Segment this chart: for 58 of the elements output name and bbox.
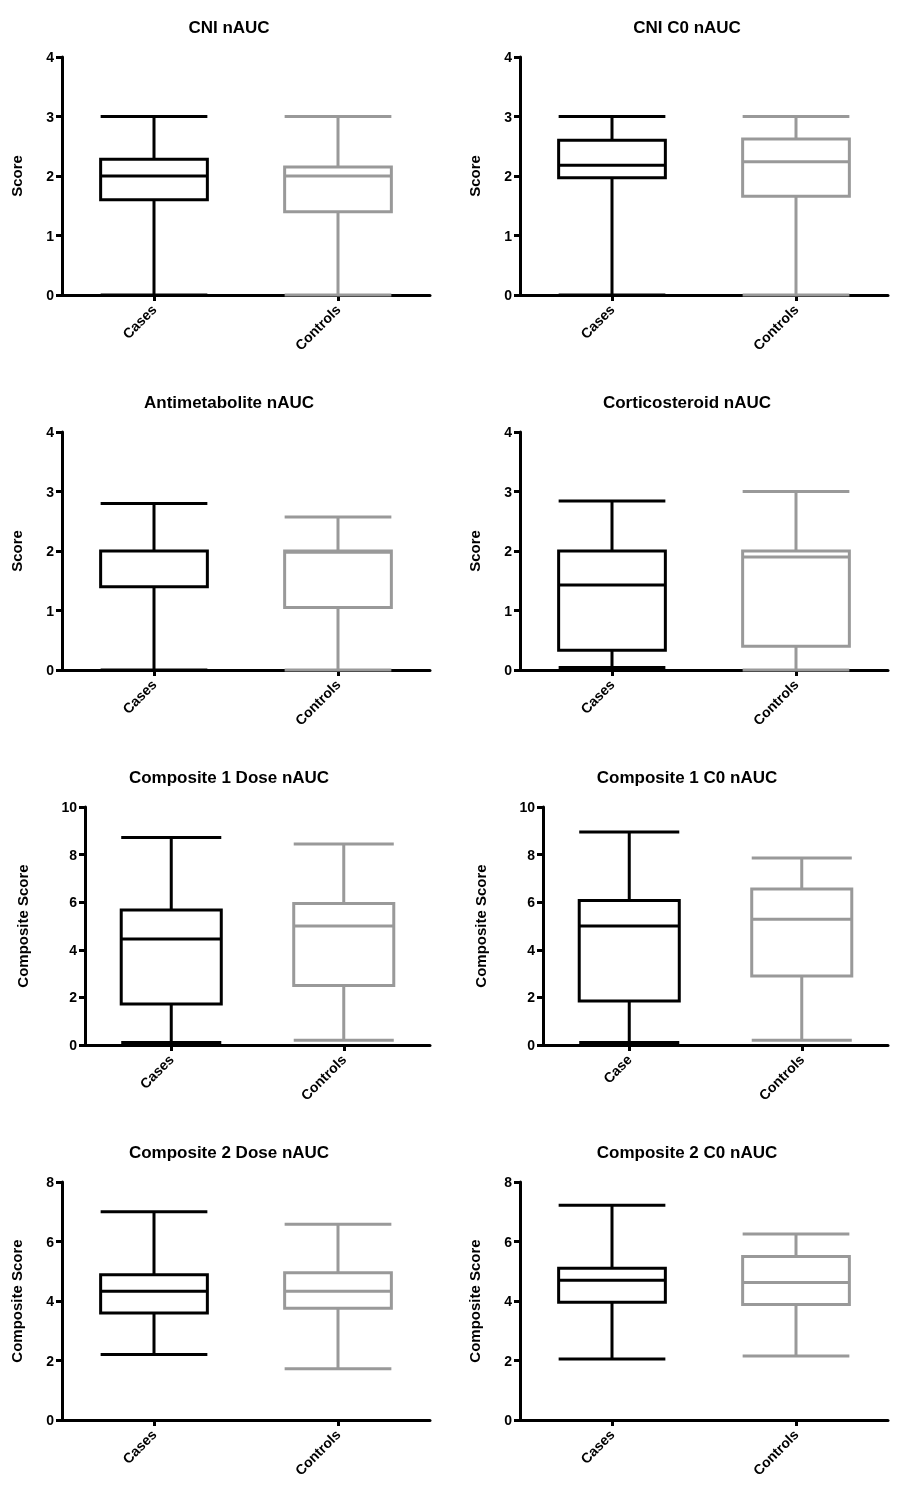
y-axis-title: Score	[8, 155, 25, 197]
y-tick-label: 6	[504, 1233, 513, 1250]
y-tick-label: 1	[46, 602, 55, 619]
y-tick-label: 2	[504, 543, 513, 559]
y-axis-title: Score	[8, 530, 25, 572]
y-tick-label: 2	[46, 543, 55, 559]
chart-title: Corticosteroid nAUC	[602, 393, 772, 412]
chart-title: Antimetabolite nAUC	[144, 393, 314, 412]
y-tick-label: 4	[46, 424, 55, 440]
y-tick-label: 1	[504, 227, 513, 244]
y-axis-title: Composite Score	[472, 864, 489, 988]
y-tick-label: 4	[527, 941, 536, 958]
y-tick-label: 3	[504, 108, 513, 125]
y-tick-label: 2	[46, 168, 55, 184]
y-tick-label: 10	[519, 799, 536, 815]
y-tick-label: 3	[46, 483, 55, 500]
y-tick-label: 0	[46, 287, 55, 303]
chart-title: CNI C0 nAUC	[633, 18, 741, 37]
y-tick-label: 0	[69, 1037, 78, 1053]
y-tick-label: 4	[504, 1293, 513, 1309]
y-tick-label: 2	[527, 989, 536, 1006]
y-tick-label: 2	[46, 1352, 55, 1369]
y-tick-label: 2	[504, 1352, 513, 1369]
y-tick-label: 8	[504, 1174, 513, 1190]
chart-title: Composite 1 C0 nAUC	[596, 768, 778, 787]
y-tick-label: 0	[504, 287, 513, 303]
y-tick-label: 0	[504, 662, 513, 678]
y-tick-label: 6	[69, 894, 78, 911]
y-tick-label: 0	[504, 1412, 513, 1428]
y-tick-label: 4	[69, 941, 78, 958]
y-tick-label: 4	[504, 49, 513, 65]
y-tick-label: 3	[504, 483, 513, 500]
y-tick-label: 4	[46, 1293, 55, 1309]
y-tick-label: 8	[46, 1174, 55, 1190]
y-tick-label: 1	[504, 602, 513, 619]
y-axis-title: Composite Score	[14, 864, 31, 988]
y-tick-label: 3	[46, 108, 55, 125]
y-tick-label: 8	[527, 846, 536, 863]
y-tick-label: 0	[527, 1037, 536, 1053]
chart-title: CNI nAUC	[188, 18, 270, 37]
y-axis-title: Score	[466, 155, 483, 197]
y-tick-label: 2	[69, 989, 78, 1006]
chart-title: Composite 2 C0 nAUC	[596, 1143, 778, 1162]
y-tick-label: 0	[46, 1412, 55, 1428]
y-tick-label: 0	[46, 662, 55, 678]
chart-title: Composite 2 Dose nAUC	[128, 1143, 330, 1162]
y-tick-label: 4	[46, 49, 55, 65]
y-tick-label: 10	[61, 799, 78, 815]
y-tick-label: 6	[46, 1233, 55, 1250]
y-tick-label: 1	[46, 227, 55, 244]
y-tick-label: 2	[504, 168, 513, 184]
y-axis-title: Composite Score	[8, 1239, 25, 1363]
y-axis-title: Composite Score	[466, 1239, 483, 1363]
y-tick-label: 8	[69, 846, 78, 863]
chart-title: Composite 1 Dose nAUC	[128, 768, 330, 787]
y-axis-title: Score	[466, 530, 483, 572]
y-tick-label: 4	[504, 424, 513, 440]
y-tick-label: 6	[527, 894, 536, 911]
